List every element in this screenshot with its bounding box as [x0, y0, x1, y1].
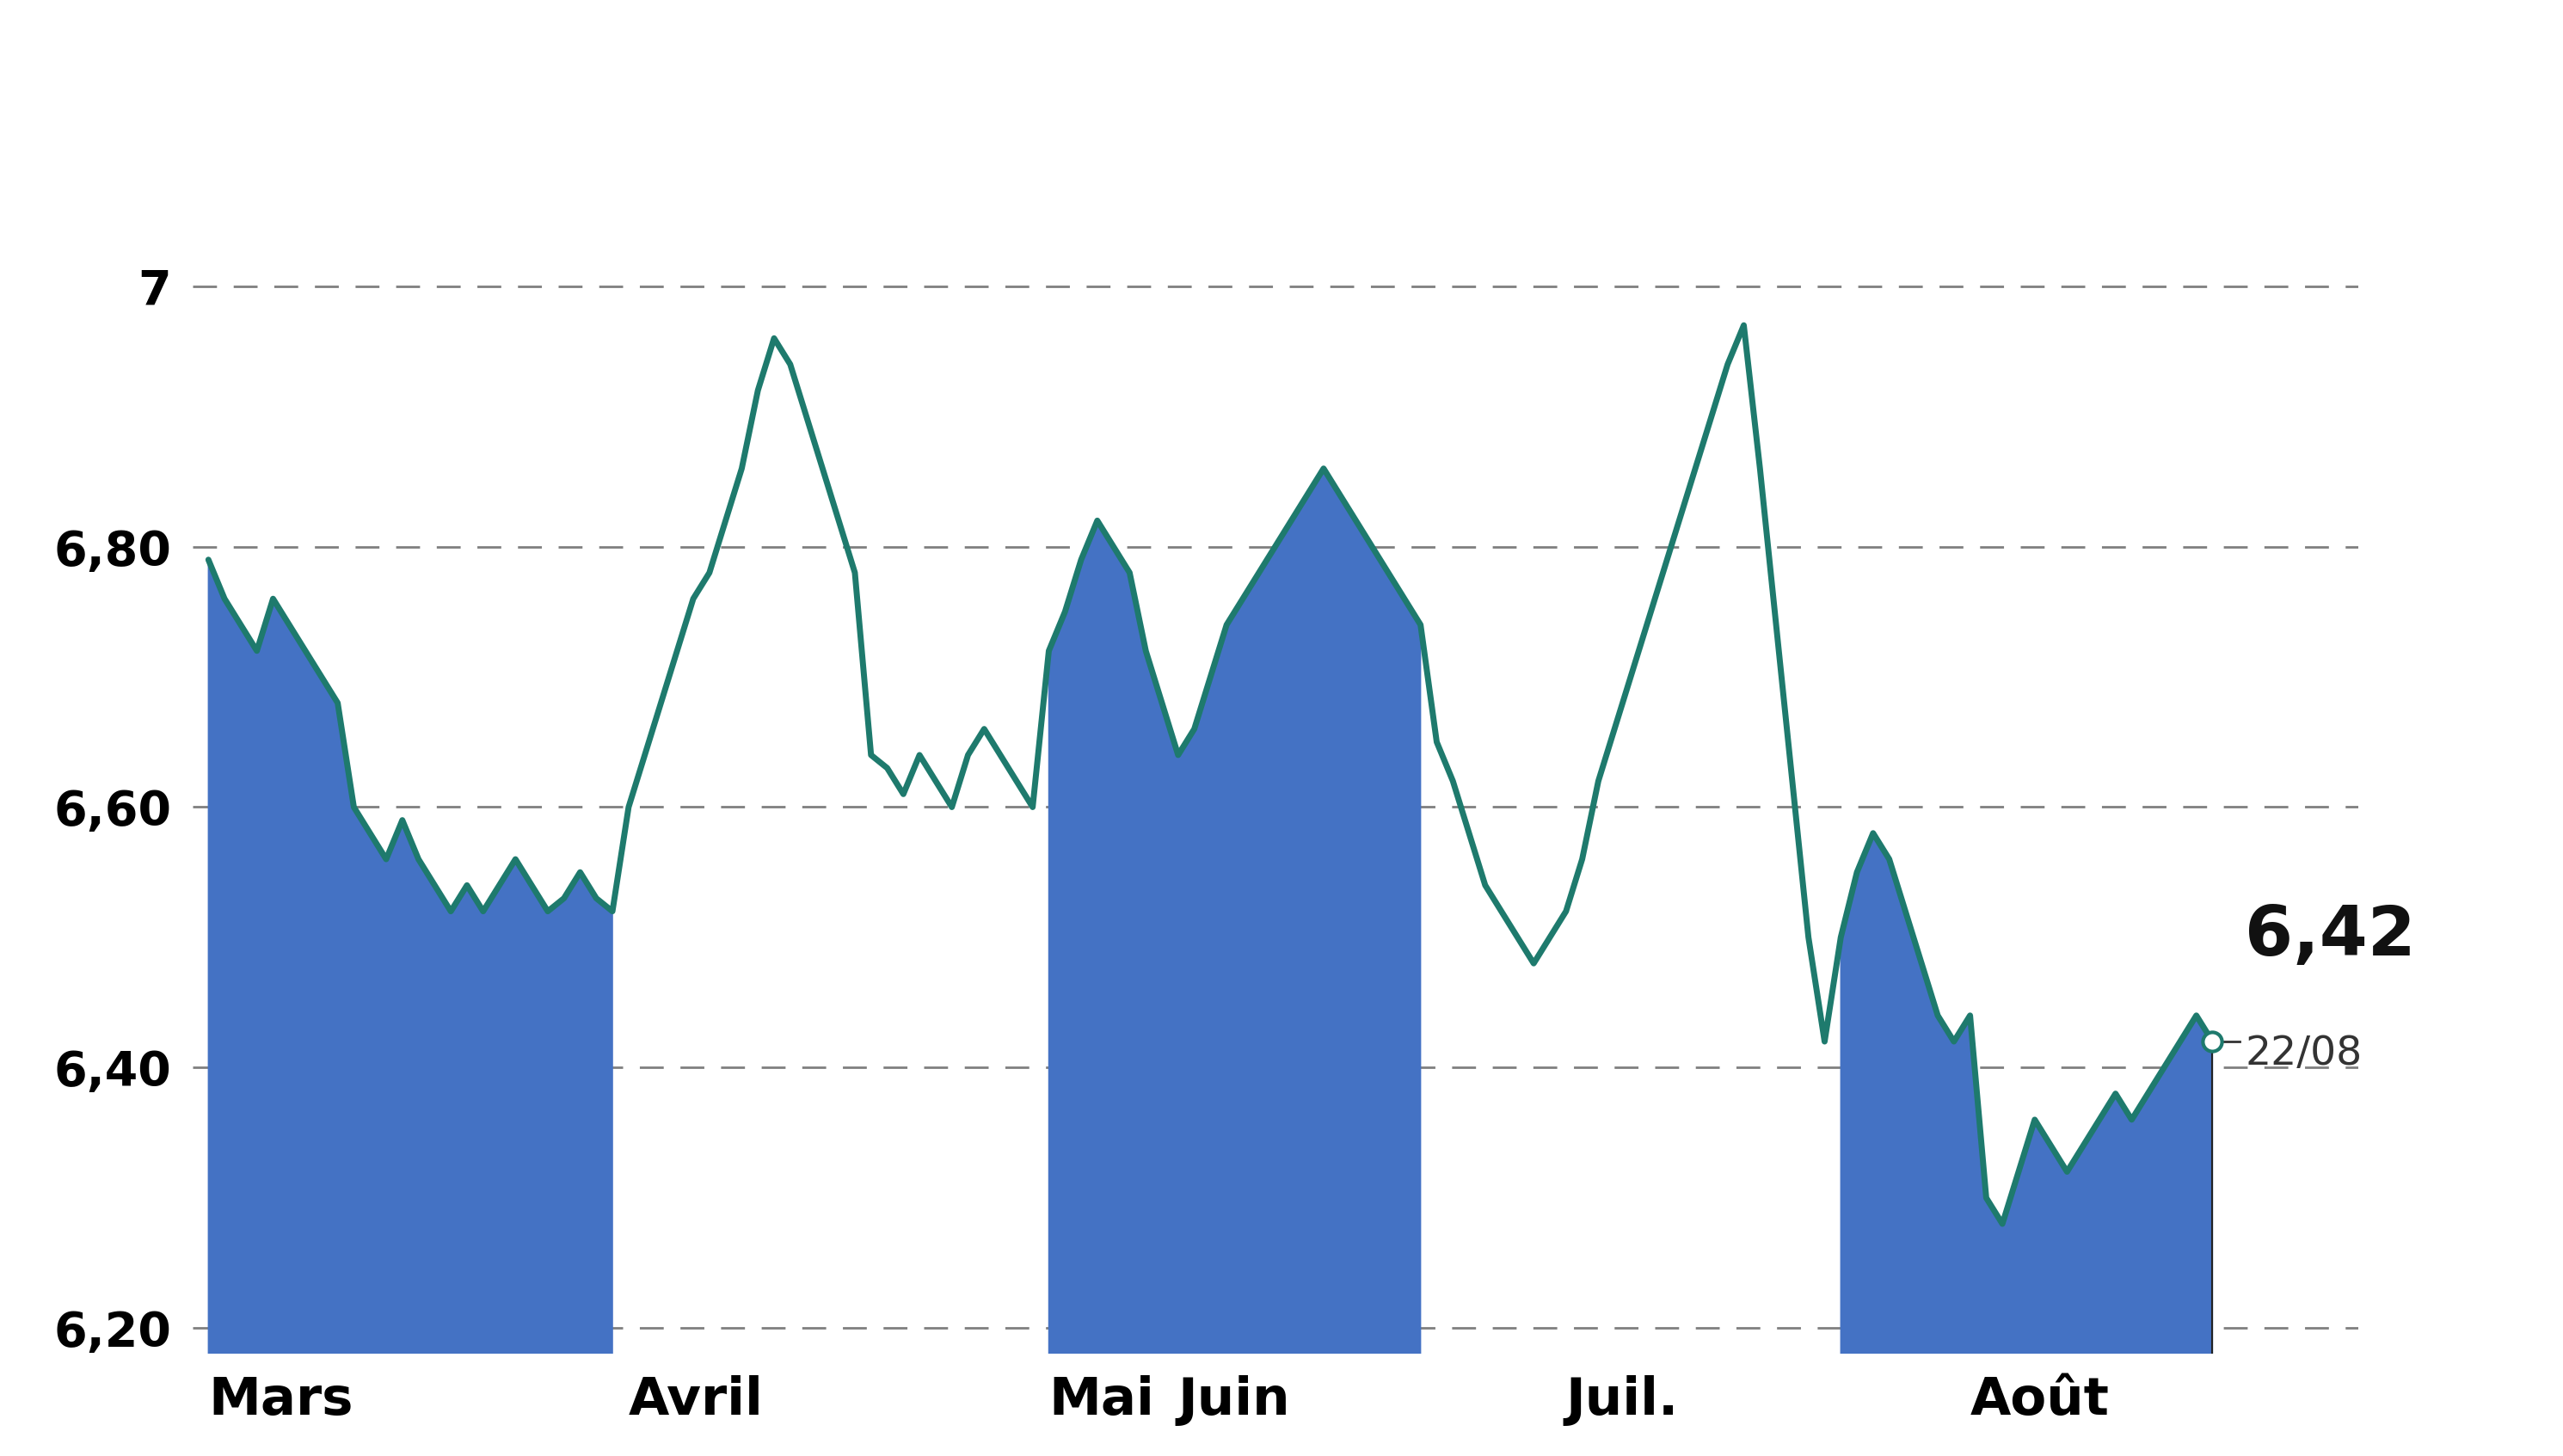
Text: 6,42: 6,42 — [2245, 903, 2417, 970]
Text: Abrdn Income Credit Strategies Fund: Abrdn Income Credit Strategies Fund — [331, 39, 2232, 128]
Text: 22/08: 22/08 — [2245, 1035, 2363, 1073]
